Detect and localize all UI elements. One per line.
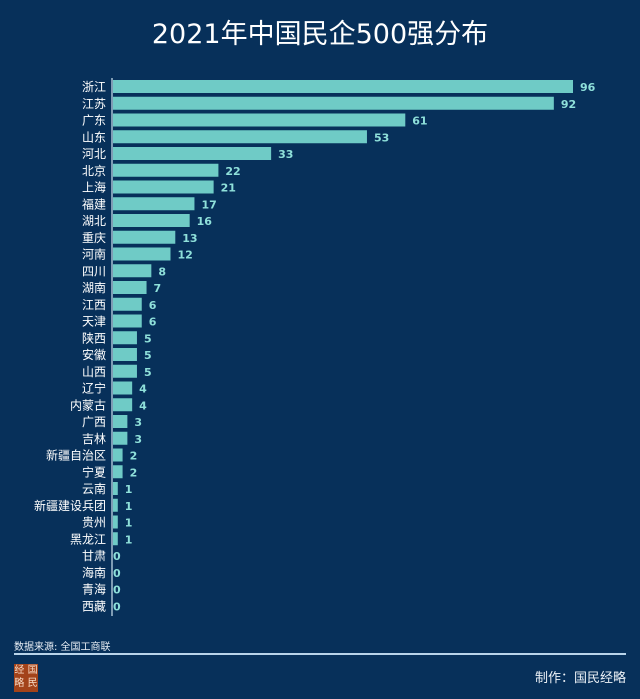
category-label: 云南 [82, 481, 106, 496]
category-label: 内蒙古 [70, 397, 106, 412]
bar [113, 314, 142, 328]
value-label: 1 [125, 483, 133, 496]
category-label: 陕西 [82, 330, 106, 345]
bar [113, 482, 118, 495]
category-label: 广东 [82, 114, 106, 128]
value-label: 61 [412, 115, 427, 128]
value-label: 1 [125, 500, 133, 513]
bar [113, 214, 190, 227]
bar [113, 247, 171, 261]
value-label: 16 [197, 215, 213, 228]
category-label: 江西 [82, 298, 106, 312]
category-label: 天津 [82, 315, 106, 329]
category-label: 浙江 [82, 80, 106, 94]
category-label: 上海 [82, 180, 106, 195]
category-label: 湖北 [82, 213, 106, 228]
value-label: 0 [113, 550, 121, 563]
bar [113, 297, 142, 311]
category-label: 安徽 [82, 347, 106, 362]
bar [113, 381, 133, 395]
bar [113, 147, 272, 160]
bar [113, 515, 118, 529]
bar [113, 431, 128, 445]
value-label: 2 [130, 466, 138, 479]
value-label: 7 [154, 282, 162, 295]
category-label: 贵州 [82, 516, 106, 530]
value-label: 6 [149, 299, 157, 312]
value-label: 1 [125, 517, 133, 530]
value-label: 0 [113, 567, 121, 580]
value-label: 6 [149, 316, 157, 329]
value-label: 96 [580, 81, 596, 94]
value-label: 22 [225, 165, 240, 178]
value-label: 17 [201, 198, 216, 211]
value-label: 5 [144, 349, 152, 362]
value-label: 4 [139, 383, 147, 396]
bar [113, 230, 176, 244]
value-label: 53 [374, 131, 389, 144]
bar [113, 465, 123, 479]
category-label: 湖南 [82, 280, 106, 295]
category-label: 山西 [82, 365, 106, 379]
bar [113, 130, 367, 144]
bar [113, 80, 573, 93]
value-label: 3 [134, 416, 142, 429]
category-label: 甘肃 [82, 549, 106, 563]
value-label: 4 [139, 399, 147, 412]
bar [113, 398, 133, 412]
category-label: 江苏 [82, 97, 106, 111]
bar [113, 197, 195, 211]
footer-divider [14, 653, 626, 655]
logo: 经 国略 民 [14, 664, 38, 692]
category-label: 福建 [82, 196, 106, 211]
value-label: 8 [158, 265, 166, 278]
category-label: 四川 [82, 264, 106, 278]
bar [113, 415, 128, 428]
value-label: 21 [221, 182, 236, 195]
data-source: 数据来源: 全国工商联 [14, 642, 111, 653]
category-label: 重庆 [82, 231, 106, 245]
value-label: 0 [113, 584, 121, 597]
bar [113, 448, 123, 462]
bar [113, 532, 118, 546]
bar [113, 163, 219, 177]
bar [113, 180, 214, 194]
bar [113, 498, 118, 512]
value-label: 13 [182, 232, 197, 245]
category-label: 宁夏 [82, 464, 106, 479]
category-label: 新疆建设兵团 [34, 498, 106, 513]
credit: 制作：国民经略 [534, 671, 626, 686]
category-label: 黑龙江 [70, 532, 106, 546]
bar [113, 281, 147, 294]
category-label: 吉林 [82, 432, 106, 446]
bar [113, 264, 152, 278]
category-label: 新疆自治区 [46, 448, 106, 463]
value-label: 12 [178, 249, 193, 262]
value-label: 0 [113, 600, 121, 613]
category-label: 河南 [82, 247, 106, 262]
bar [113, 113, 406, 127]
bar [113, 348, 137, 361]
value-label: 3 [134, 433, 142, 446]
value-label: 5 [144, 332, 152, 345]
category-label: 辽宁 [82, 381, 106, 396]
chart-title: 2021年中国民企500强分布 [151, 19, 489, 50]
bar [113, 364, 137, 378]
value-label: 33 [278, 148, 293, 161]
category-label: 广西 [82, 415, 106, 429]
category-label: 北京 [82, 164, 106, 178]
value-label: 5 [144, 366, 152, 379]
value-label: 1 [125, 533, 133, 546]
category-label: 西藏 [82, 599, 106, 613]
value-label: 2 [130, 450, 138, 463]
category-label: 山东 [82, 130, 106, 144]
bar [113, 331, 137, 345]
category-label: 河北 [82, 147, 106, 161]
category-label: 海南 [82, 565, 106, 580]
bar [113, 96, 554, 110]
value-label: 92 [561, 98, 576, 111]
category-label: 青海 [82, 582, 106, 597]
